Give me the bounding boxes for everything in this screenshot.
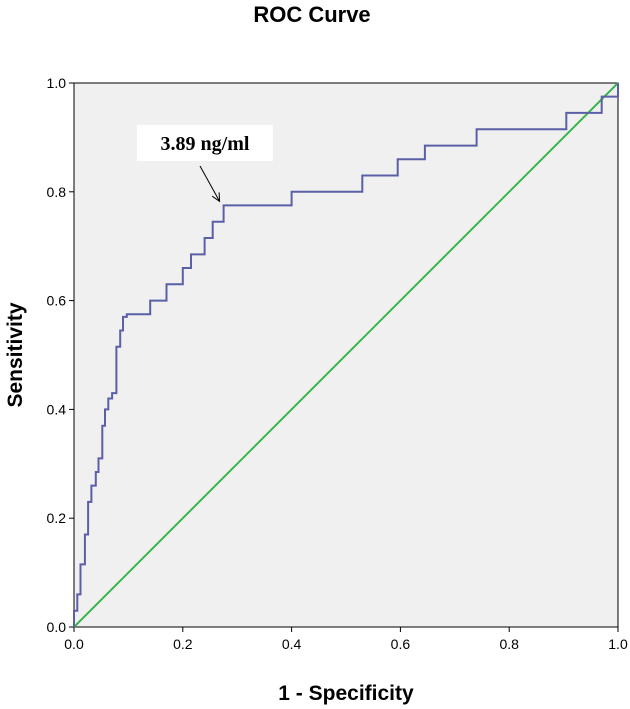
axis-ticks: 0.0 0.2 0.4 0.6 0.8 1.0 0.0 0.2 0.4 0.6 0.8 1.0 xyxy=(47,75,628,652)
x-tick-label: 0.2 xyxy=(173,636,193,652)
annotation-arrowhead xyxy=(211,192,221,203)
y-tick-label: 0.4 xyxy=(47,401,67,417)
y-tick-label: 1.0 xyxy=(47,75,67,91)
chart-title: ROC Curve xyxy=(253,2,370,27)
x-axis-label: 1 - Specificity xyxy=(278,682,414,705)
roc-curve-line xyxy=(73,83,619,627)
annotation-label: 3.89 ng/ml xyxy=(161,133,250,155)
reference-line xyxy=(73,82,619,628)
x-tick-label: 0.4 xyxy=(282,636,302,652)
y-tick-label: 0.2 xyxy=(47,510,67,526)
x-tick-label: 0.8 xyxy=(499,636,519,652)
x-tick-label: 1.0 xyxy=(608,636,628,652)
x-tick-label: 0.6 xyxy=(391,636,411,652)
y-tick-label: 0.8 xyxy=(47,184,67,200)
y-tick-label: 0.6 xyxy=(47,293,67,309)
y-tick-label: 0.0 xyxy=(47,619,67,635)
annotation-arrow-line xyxy=(199,165,221,202)
series-layer xyxy=(73,82,619,628)
annotation-layer: 3.89 ng/ml xyxy=(137,125,273,203)
x-tick-label: 0.0 xyxy=(64,636,84,652)
annotation-box xyxy=(137,125,273,161)
y-axis-label: Sensitivity xyxy=(4,302,27,407)
